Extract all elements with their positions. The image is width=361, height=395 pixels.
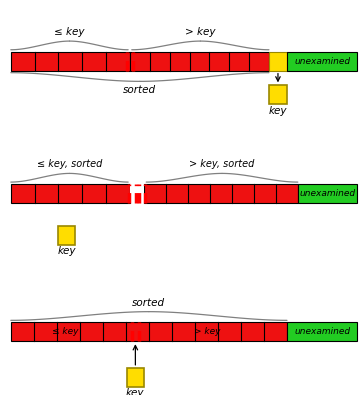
Text: key: key [126,388,145,395]
Text: > key, sorted: > key, sorted [189,160,255,169]
Text: > key: > key [185,27,216,37]
FancyBboxPatch shape [130,52,269,71]
FancyBboxPatch shape [269,85,287,104]
Text: ≤ key: ≤ key [54,27,85,37]
Text: unexamined: unexamined [294,327,350,336]
FancyBboxPatch shape [11,52,130,71]
Text: unexamined: unexamined [300,189,356,198]
FancyBboxPatch shape [287,52,357,71]
Text: sorted: sorted [123,85,156,95]
FancyBboxPatch shape [269,52,287,71]
FancyBboxPatch shape [127,368,144,387]
FancyBboxPatch shape [11,322,287,341]
Text: sorted: sorted [132,298,165,308]
FancyBboxPatch shape [144,184,298,203]
Text: ≤ key: ≤ key [52,327,78,336]
FancyBboxPatch shape [130,184,144,203]
FancyBboxPatch shape [11,184,130,203]
FancyBboxPatch shape [58,226,75,245]
Text: unexamined: unexamined [294,57,350,66]
Text: key: key [57,246,76,256]
Text: > key: > key [194,327,221,336]
Text: ≤ key, sorted: ≤ key, sorted [37,160,102,169]
Text: key: key [269,106,287,116]
FancyBboxPatch shape [287,322,357,341]
FancyBboxPatch shape [298,184,357,203]
